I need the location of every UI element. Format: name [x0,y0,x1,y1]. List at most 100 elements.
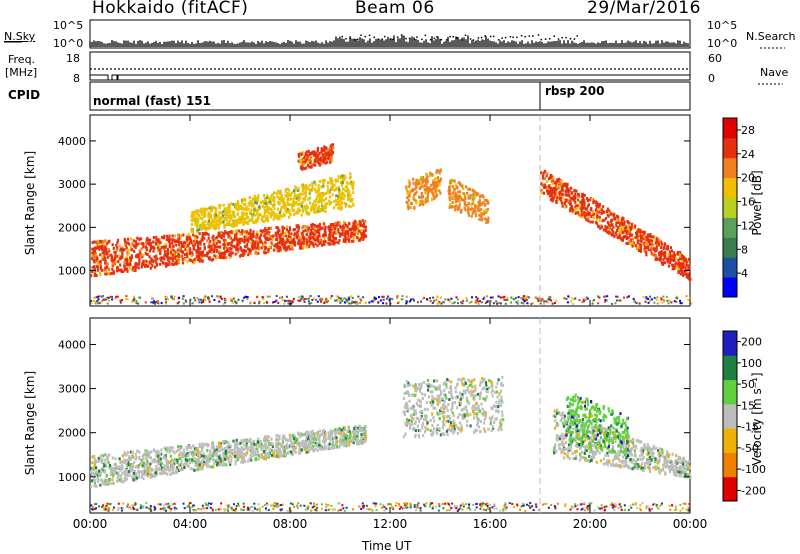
power-echo-point [214,244,217,248]
power-ground-point [421,297,424,300]
power-echo-point [362,234,365,238]
power-echo-point [552,176,555,180]
power-ground-point [330,297,333,300]
power-echo-point [252,203,255,207]
power-echo-point [657,242,660,246]
power-ground-point [425,298,428,301]
power-echo-point [177,258,180,262]
power-echo-point [413,198,416,202]
power-echo-point [591,210,594,214]
power-echo-point [485,218,488,222]
power-echo-point [253,200,257,204]
power-echo-point [176,248,180,252]
power-echo-point [412,177,415,181]
power-echo-point [564,205,567,209]
power-echo-point [629,242,632,246]
power-ground-point [125,295,128,298]
power-echo-point [633,226,637,230]
power-ground-point [537,297,540,300]
power-echo-point [312,163,315,167]
velocity-ground-point [108,507,111,510]
power-echo-point [467,206,470,210]
power-echo-point [119,248,122,252]
power-echo-point [681,259,684,263]
power-echo-point [456,185,459,189]
velocity-ground-point [187,505,190,508]
velocity-ground-point [550,504,553,507]
date-title: 29/Mar/2016 [587,0,701,18]
power-echo-point [178,234,181,238]
velocity-ground-point [383,509,386,512]
power-echo-point [222,220,225,224]
power-echo-point [138,262,141,266]
power-echo-point [129,258,133,262]
power-ground-point [208,300,211,303]
power-echo-point [437,169,440,173]
velocity-echo-point [99,483,102,487]
power-ytick-label: 2000 [58,221,86,234]
power-echo-point [337,241,340,245]
power-echo-point [345,231,348,235]
power-echo-point [448,187,451,191]
power-echo-point [681,255,684,259]
power-echo-point [295,201,298,205]
velocity-ground-point [311,506,314,509]
power-echo-point [584,211,587,215]
velocity-ground-point [109,502,112,505]
velocity-ground-point [307,505,310,508]
power-echo-point [251,216,254,220]
power-echo-point [134,245,137,249]
power-echo-point [331,179,334,183]
power-echo-point [232,222,235,226]
power-echo-point [680,264,683,268]
power-echo-point [612,233,615,237]
velocity-ground-point [256,508,259,511]
power-echo-point [455,204,458,208]
velocity-ground-point [211,502,214,505]
power-echo-point [264,251,268,255]
power-echo-point [345,229,348,233]
velocity-echo-point [284,437,287,441]
power-echo-point [126,269,129,273]
power-echo-point [311,203,314,207]
power-echo-point [92,258,95,262]
noise-search-trace [341,34,579,41]
power-echo-point [462,191,465,195]
power-echo-point [201,224,204,228]
power-echo-point [166,249,169,253]
velocity-ground-point [449,505,452,508]
power-echo-point [315,236,318,240]
power-echo-point [635,230,639,234]
power-echo-point [139,251,142,255]
power-echo-point [316,160,319,164]
power-echo-point [658,238,661,242]
power-echo-point [345,181,349,185]
power-ground-point [391,297,394,300]
power-echo-point [418,195,421,199]
power-ground-point [633,300,636,303]
power-ground-point [546,301,549,304]
power-echo-point [432,192,435,196]
velocity-ground-point [173,502,176,505]
power-echo-point [125,261,129,265]
power-ground-point [97,295,100,298]
power-echo-point [317,188,321,192]
power-echo-point [109,253,112,257]
power-ground-point [204,295,207,298]
power-echo-point [128,261,132,265]
power-ground-point [377,301,380,304]
power-echo-point [571,205,574,209]
power-ground-point [249,301,252,304]
power-echo-point [183,240,186,244]
power-echo-point [128,263,131,267]
power-echo-point [209,239,212,243]
power-echo-point [349,172,352,176]
power-echo-point [662,258,665,262]
power-echo-point [202,221,205,225]
power-echo-point [616,218,619,222]
power-echo-point [619,222,622,226]
power-echo-point [548,184,551,188]
power-echo-point [421,193,424,197]
power-echo-point [233,223,237,227]
power-colorbar-tick-label: 16 [741,196,755,209]
